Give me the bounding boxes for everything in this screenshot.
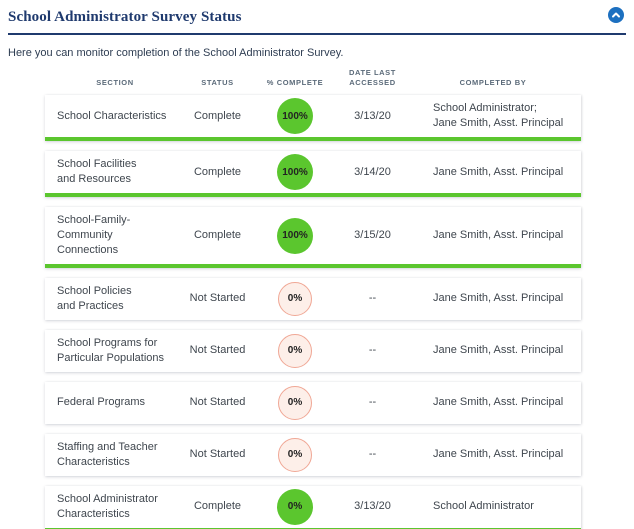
date-cell: --	[368, 448, 377, 461]
status-cell: Complete	[193, 165, 242, 178]
column-header-percent: % Complete	[266, 78, 324, 88]
status-cell: Not Started	[189, 292, 246, 305]
section-cell: School Characteristics	[57, 109, 167, 122]
completed-by-cell: School Administrator; Jane Smith, Asst. …	[433, 102, 564, 130]
percent-badge: 0%	[278, 333, 312, 368]
column-header-completed-by: Completed By	[459, 78, 527, 88]
completed-by-cell: School Administrator	[433, 500, 534, 513]
page-header: School Administrator Survey Status Here …	[0, 0, 634, 59]
date-cell: 3/14/20	[354, 165, 391, 178]
section-cell: School Policies and Practices	[57, 284, 132, 312]
percent-badge: 100%	[277, 154, 313, 191]
percent-badge: 100%	[277, 217, 313, 254]
percent-badge: 0%	[278, 385, 312, 420]
table-row: School Policies and Practices Not Starte…	[45, 277, 581, 320]
collapse-section-button[interactable]	[608, 7, 624, 23]
table-row: School Characteristics Complete 100% 3/1…	[45, 95, 581, 142]
column-header-date: Date Last Accessed	[349, 68, 396, 88]
chevron-up-icon	[611, 10, 621, 20]
percent-badge: 100%	[277, 98, 313, 135]
completed-by-cell: Jane Smith, Asst. Principal	[433, 229, 564, 242]
table-row: School Administrator Characteristics Com…	[45, 485, 581, 529]
table-row: School Programs for Particular Populatio…	[45, 329, 581, 372]
section-cell: Staffing and Teacher Characteristics	[57, 440, 158, 468]
page-description: Here you can monitor completion of the S…	[8, 47, 344, 59]
survey-status-table: Section Status % Complete Date Last Acce…	[45, 68, 581, 529]
column-header-status: Status	[201, 78, 234, 88]
table-row: Federal Programs Not Started 0% -- Jane …	[45, 381, 581, 424]
status-cell: Complete	[193, 109, 242, 122]
column-header-section: Section	[96, 78, 134, 88]
date-cell: --	[368, 292, 377, 305]
section-cell: School Facilities and Resources	[57, 158, 137, 186]
table-header-row: Section Status % Complete Date Last Acce…	[45, 68, 581, 95]
section-cell: Federal Programs	[57, 396, 146, 409]
table-row: School Facilities and Resources Complete…	[45, 151, 581, 198]
status-cell: Not Started	[189, 396, 246, 409]
percent-badge: 0%	[277, 488, 313, 525]
table-row: School-Family-Community Connections Comp…	[45, 207, 581, 268]
percent-badge: 0%	[278, 437, 312, 472]
date-cell: 3/13/20	[354, 500, 391, 513]
status-cell: Not Started	[189, 344, 246, 357]
completed-by-cell: Jane Smith, Asst. Principal	[433, 396, 564, 409]
date-cell: 3/15/20	[354, 229, 391, 242]
completed-by-cell: Jane Smith, Asst. Principal	[433, 344, 564, 357]
percent-badge: 0%	[278, 281, 312, 316]
page-title: School Administrator Survey Status	[8, 9, 242, 25]
status-cell: Complete	[193, 500, 242, 513]
completed-by-cell: Jane Smith, Asst. Principal	[433, 448, 564, 461]
title-bar: School Administrator Survey Status	[8, 7, 626, 35]
status-cell: Complete	[193, 229, 242, 242]
date-cell: --	[368, 344, 377, 357]
section-cell: School Programs for Particular Populatio…	[57, 336, 165, 364]
date-cell: --	[368, 396, 377, 409]
completed-by-cell: Jane Smith, Asst. Principal	[433, 292, 564, 305]
completed-by-cell: Jane Smith, Asst. Principal	[433, 165, 564, 178]
table-row: Staffing and Teacher Characteristics Not…	[45, 433, 581, 476]
section-cell: School Administrator Characteristics	[57, 492, 158, 520]
status-cell: Not Started	[189, 448, 246, 461]
date-cell: 3/13/20	[354, 109, 391, 122]
section-cell: School-Family-Community Connections	[57, 214, 131, 256]
